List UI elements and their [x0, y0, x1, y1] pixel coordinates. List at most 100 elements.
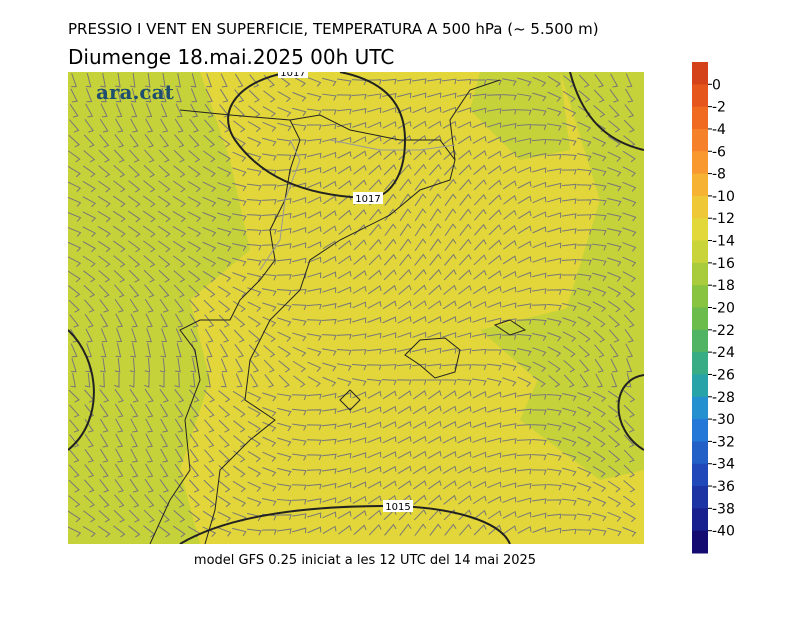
wind-barb: [129, 357, 136, 373]
wind-barb: [473, 193, 487, 206]
wind-barb: [516, 319, 532, 325]
wind-barb: [112, 210, 126, 223]
colorbar-swatch: [692, 329, 708, 353]
wind-barb: [99, 479, 110, 493]
wind-barb: [579, 373, 589, 388]
wind-barb: [622, 256, 637, 267]
wind-barb: [175, 313, 184, 328]
wind-barb: [577, 287, 592, 297]
wind-barb: [366, 364, 382, 370]
wind-barb: [623, 464, 635, 478]
wind-barb: [261, 213, 277, 220]
wind-barb: [458, 253, 472, 266]
wind-barb: [232, 167, 247, 177]
wind-barb: [337, 318, 352, 324]
wind-barb: [487, 285, 502, 294]
wind-barb: [101, 88, 107, 103]
wind-barb: [99, 118, 109, 133]
wind-barb: [68, 404, 80, 418]
wind-barb: [352, 437, 367, 443]
wind-barb: [233, 405, 246, 418]
wind-barb: [321, 318, 337, 325]
wind-barb: [82, 226, 97, 238]
wind-barb: [263, 90, 276, 103]
wind-barb: [352, 406, 367, 413]
wind-barb: [472, 421, 487, 428]
wind-barb: [562, 302, 577, 312]
colorbar-label: -38: [712, 501, 735, 517]
wind-barb: [233, 435, 246, 448]
wind-barb: [306, 409, 322, 415]
wind-barb: [546, 393, 562, 401]
wind-barb: [547, 468, 562, 476]
wind-barb: [144, 298, 154, 313]
wind-barb: [157, 210, 171, 223]
wind-barb: [145, 463, 154, 478]
wind-barb: [413, 149, 427, 161]
wind-barb: [516, 453, 532, 460]
wind-barb: [262, 316, 277, 327]
wind-barb: [625, 373, 632, 388]
wind-barb: [427, 420, 442, 429]
wind-barb: [607, 286, 622, 298]
wind-barb: [352, 333, 367, 339]
wind-barb: [487, 270, 502, 280]
wind-barb: [189, 119, 199, 133]
wind-barb: [277, 452, 292, 462]
wind-barb: [428, 163, 442, 176]
colorbar-swatch: [692, 352, 708, 375]
wind-barb: [457, 300, 472, 309]
wind-barb: [458, 164, 472, 176]
wind-barb: [578, 344, 591, 358]
wind-barb: [397, 92, 412, 99]
wind-barb: [337, 452, 352, 459]
wind-barb: [592, 183, 607, 191]
wind-barb: [84, 448, 94, 463]
border: [259, 139, 456, 271]
wind-barb: [367, 332, 382, 339]
wind-barb: [232, 213, 247, 221]
wind-barb: [82, 180, 96, 193]
wind-barb: [322, 362, 337, 372]
wind-barb: [610, 358, 618, 373]
wind-barb: [578, 74, 590, 88]
wind-barb: [68, 495, 81, 508]
colorbar-swatch: [692, 530, 708, 554]
wind-barb: [622, 227, 637, 237]
wind-barb: [381, 364, 397, 370]
wind-barb: [487, 108, 502, 114]
wind-barb: [203, 464, 215, 478]
wind-barb: [277, 212, 292, 219]
wind-barb: [114, 357, 121, 373]
wind-barb: [562, 90, 576, 103]
wind-barb: [249, 359, 259, 373]
title: PRESSIO I VENT EN SUPERFICIE, TEMPERATUR…: [68, 20, 599, 38]
contour-label-box: [383, 500, 413, 512]
wind-barb: [158, 165, 171, 178]
wind-barb: [488, 209, 502, 221]
wind-barb: [517, 180, 532, 189]
wind-barb: [576, 273, 592, 281]
wind-barb: [561, 154, 577, 161]
wind-barb: [623, 119, 635, 133]
wind-barb: [517, 376, 532, 387]
wind-barb: [322, 271, 337, 279]
wind-barb: [517, 210, 532, 220]
wind-barb: [427, 465, 442, 475]
wind-barb: [593, 89, 605, 103]
wind-barb: [351, 363, 367, 371]
wind-barb: [206, 358, 212, 373]
wind-barb: [517, 511, 532, 518]
wind-barb: [322, 497, 337, 503]
wind-barb: [414, 193, 427, 207]
wind-barb: [546, 513, 562, 520]
wind-barb: [306, 483, 322, 490]
wind-barb: [457, 406, 472, 414]
wind-barb: [246, 229, 262, 236]
wind-barb: [561, 514, 577, 520]
wind-barb: [592, 287, 607, 297]
wind-barb: [321, 423, 337, 430]
wind-barb: [174, 463, 184, 478]
wind-barb: [609, 329, 620, 343]
wind-barb: [159, 284, 170, 298]
